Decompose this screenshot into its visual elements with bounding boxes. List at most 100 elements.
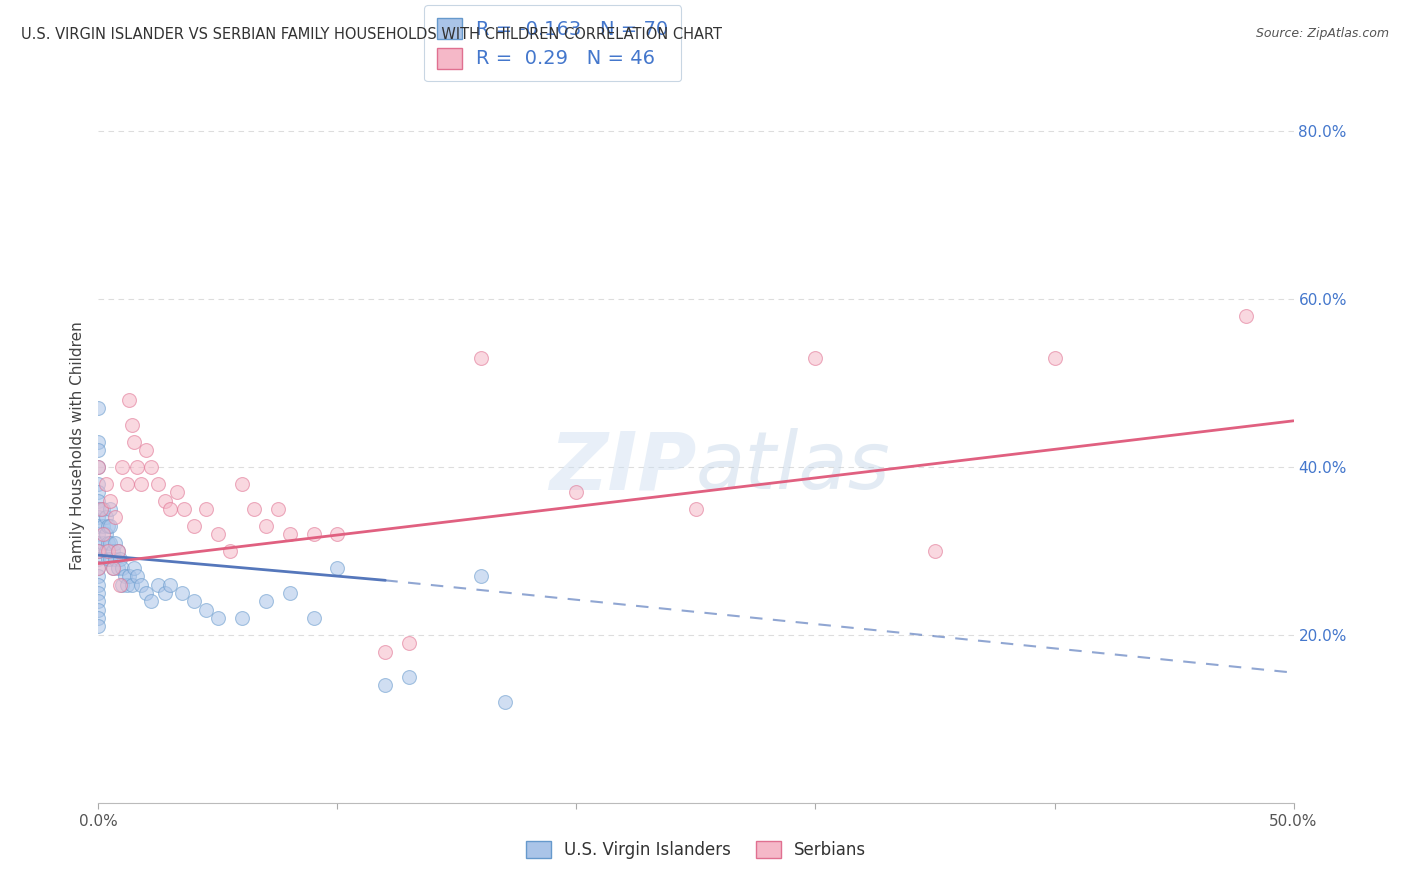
Point xyxy=(87,603,110,617)
Point xyxy=(326,560,349,574)
Point xyxy=(94,527,117,541)
Y-axis label: Family Households with Children: Family Households with Children xyxy=(70,322,86,570)
Point xyxy=(125,569,148,583)
Point xyxy=(172,586,194,600)
Point xyxy=(98,518,122,533)
Point xyxy=(121,577,143,591)
Point xyxy=(398,670,420,684)
Point xyxy=(278,527,301,541)
Point xyxy=(398,636,420,650)
Point xyxy=(115,476,138,491)
Point xyxy=(87,401,110,416)
Point xyxy=(166,485,188,500)
Point xyxy=(155,493,177,508)
Point xyxy=(374,645,396,659)
Point xyxy=(98,502,122,516)
Point xyxy=(254,594,277,608)
Point xyxy=(139,460,162,475)
Point xyxy=(107,544,129,558)
Point xyxy=(87,560,110,574)
Point xyxy=(97,552,120,566)
Point xyxy=(243,502,266,516)
Point xyxy=(91,502,114,516)
Point xyxy=(87,544,110,558)
Point xyxy=(87,443,110,458)
Point xyxy=(685,502,707,516)
Text: Source: ZipAtlas.com: Source: ZipAtlas.com xyxy=(1256,27,1389,40)
Point xyxy=(219,544,242,558)
Point xyxy=(231,611,253,625)
Point xyxy=(924,544,946,558)
Point xyxy=(87,594,110,608)
Point xyxy=(254,518,277,533)
Point xyxy=(87,552,110,566)
Point xyxy=(494,695,516,709)
Point xyxy=(97,535,120,549)
Point xyxy=(1043,351,1066,365)
Point xyxy=(135,586,157,600)
Point xyxy=(87,619,110,633)
Point xyxy=(374,678,396,692)
Point xyxy=(94,544,117,558)
Point xyxy=(111,577,134,591)
Point xyxy=(87,569,110,583)
Point xyxy=(278,586,301,600)
Point xyxy=(87,476,110,491)
Point xyxy=(131,577,153,591)
Point xyxy=(125,460,148,475)
Point xyxy=(104,535,127,549)
Point xyxy=(565,485,588,500)
Point xyxy=(302,611,325,625)
Point xyxy=(207,611,229,625)
Point xyxy=(87,611,110,625)
Point xyxy=(131,476,153,491)
Text: atlas: atlas xyxy=(696,428,891,507)
Point xyxy=(231,476,253,491)
Point xyxy=(97,544,120,558)
Point xyxy=(94,510,117,524)
Point xyxy=(470,569,492,583)
Legend: U.S. Virgin Islanders, Serbians: U.S. Virgin Islanders, Serbians xyxy=(519,834,873,866)
Point xyxy=(148,476,170,491)
Point xyxy=(87,493,110,508)
Point xyxy=(87,527,110,541)
Point xyxy=(159,502,181,516)
Point xyxy=(804,351,827,365)
Point xyxy=(118,569,141,583)
Point xyxy=(470,351,492,365)
Point xyxy=(104,552,127,566)
Point xyxy=(302,527,325,541)
Point xyxy=(87,560,110,574)
Point xyxy=(267,502,290,516)
Point xyxy=(87,485,110,500)
Point xyxy=(135,443,157,458)
Point xyxy=(108,552,131,566)
Point xyxy=(326,527,349,541)
Point xyxy=(159,577,181,591)
Point xyxy=(195,603,218,617)
Text: ZIP: ZIP xyxy=(548,428,696,507)
Point xyxy=(91,527,114,541)
Point xyxy=(87,460,110,475)
Point xyxy=(101,544,124,558)
Point xyxy=(91,535,114,549)
Point xyxy=(111,460,134,475)
Point xyxy=(87,460,110,475)
Point xyxy=(87,586,110,600)
Point xyxy=(87,544,110,558)
Point xyxy=(87,535,110,549)
Point xyxy=(139,594,162,608)
Point xyxy=(98,493,122,508)
Text: U.S. VIRGIN ISLANDER VS SERBIAN FAMILY HOUSEHOLDS WITH CHILDREN CORRELATION CHAR: U.S. VIRGIN ISLANDER VS SERBIAN FAMILY H… xyxy=(21,27,723,42)
Point xyxy=(118,392,141,407)
Point xyxy=(107,544,129,558)
Point xyxy=(104,510,127,524)
Point xyxy=(124,560,146,574)
Point xyxy=(148,577,170,591)
Point xyxy=(87,577,110,591)
Point xyxy=(111,560,134,574)
Point xyxy=(101,560,124,574)
Point xyxy=(115,577,138,591)
Point xyxy=(155,586,177,600)
Point xyxy=(87,510,110,524)
